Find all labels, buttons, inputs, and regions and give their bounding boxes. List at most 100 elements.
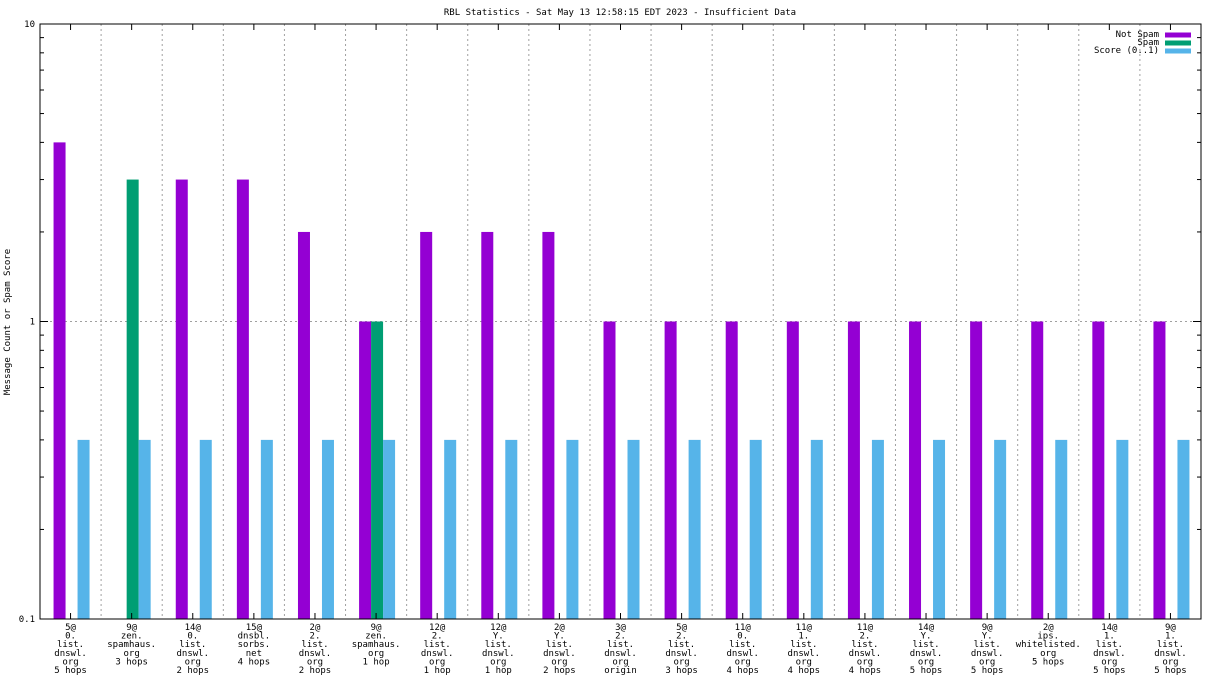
x-tick-label: 2@ Y. list. dnswl. org 2 hops (543, 623, 576, 676)
legend-label: Not Spam (1116, 30, 1159, 40)
x-tick-label-line: 11@ (735, 623, 752, 633)
bars-layer (53, 142, 1190, 619)
bar-score-0-1 (994, 439, 1007, 619)
x-tick-label-line: org (1101, 657, 1117, 667)
x-tick-label-line: 1. (798, 632, 809, 642)
y-tick-label: 0.1 (19, 615, 35, 625)
bar-score-0-1 (933, 439, 946, 619)
x-tick-label-line: Y. (982, 632, 993, 642)
x-tick-label-line: 9@ (126, 623, 137, 633)
bar-score-0-1 (871, 439, 884, 619)
bar-not-spam (664, 321, 677, 619)
x-tick-label-line: dnswl. (299, 649, 332, 659)
x-tick-label-line: org (735, 657, 751, 667)
bar-score-0-1 (383, 439, 396, 619)
x-tick-label-line: 4 hops (788, 666, 821, 676)
x-tick-label-line: 2. (310, 632, 321, 642)
x-tick-label-line: 4 hops (238, 657, 271, 667)
x-tick-label-line: 11@ (857, 623, 874, 633)
x-tick-label-line: org (429, 657, 445, 667)
x-tick-label-line: org (612, 657, 628, 667)
y-axis-label: Message Count or Spam Score (3, 249, 13, 395)
x-tick-label-line: 5@ (65, 623, 76, 633)
bar-score-0-1 (749, 439, 762, 619)
x-tick-label-line: dnswl. (482, 649, 515, 659)
x-tick-label-line: dnswl. (54, 649, 87, 659)
x-tick-label: 3@ 2. list. dnswl. org origin (604, 623, 637, 676)
bar-score-0-1 (810, 439, 823, 619)
x-tick-label-line: 2@ (1043, 623, 1054, 633)
x-tick-label-line: org (857, 657, 873, 667)
x-tick-label-line: 4 hops (726, 666, 759, 676)
bar-not-spam (786, 321, 799, 619)
legend-swatch (1165, 48, 1191, 54)
x-tick-label-line: dnswl. (726, 649, 759, 659)
x-tick-label: 14@ 1. list. dnswl. org 5 hops (1093, 623, 1126, 676)
bar-not-spam (847, 321, 860, 619)
bar-score-0-1 (505, 439, 518, 619)
legend-label: Spam (1137, 38, 1159, 48)
x-tick-label: 5@ 2. list. dnswl. org 3 hops (665, 623, 698, 676)
bar-score-0-1 (1055, 439, 1068, 619)
bar-not-spam (1092, 321, 1105, 619)
x-tick-label-line: 3@ (615, 623, 626, 633)
x-tick-label-line: 9@ (371, 623, 382, 633)
x-tick-label-line: 14@ (1101, 623, 1118, 633)
bar-not-spam (420, 231, 433, 619)
y-tick-label: 10 (24, 20, 35, 30)
x-tick-label-line: sorbs. (238, 640, 271, 650)
x-tick-label-line: 0. (65, 632, 76, 642)
x-tick-label-line: dnsbl. (238, 632, 271, 642)
x-tick-label-line: 12@ (429, 623, 446, 633)
x-tick-label-line: 1 hop (485, 666, 512, 676)
x-tick-label-line: dnswl. (849, 649, 882, 659)
x-tick-label-line: list. (546, 640, 573, 650)
x-tick-label-line: list. (790, 640, 817, 650)
bar-not-spam (236, 179, 249, 619)
x-tick-label-line: dnswl. (543, 649, 576, 659)
x-tick-label-line: spamhaus. (107, 640, 156, 650)
bar-not-spam (909, 321, 922, 619)
x-tick-label-line: list. (668, 640, 695, 650)
x-tick-label-line: 3 hops (115, 657, 148, 667)
x-tick-label-line: 1 hop (363, 657, 390, 667)
x-tick-label-line: org (307, 657, 323, 667)
x-tick-label-line: origin (604, 666, 637, 676)
x-tick-label-line: 4 hops (849, 666, 882, 676)
x-tick-label-line: 2. (615, 632, 626, 642)
bar-spam (126, 179, 139, 619)
x-tick-label-line: list. (607, 640, 634, 650)
bar-not-spam (970, 321, 983, 619)
bar-spam (371, 321, 384, 619)
x-tick-label-line: dnswl. (788, 649, 821, 659)
bar-score-0-1 (199, 439, 212, 619)
bar-not-spam (1031, 321, 1044, 619)
x-tick-label-line: 11@ (796, 623, 813, 633)
x-tick-label-line: org (1040, 649, 1056, 659)
x-tick-label-line: whitelisted. (1016, 640, 1081, 650)
chart-title: RBL Statistics - Sat May 13 12:58:15 EDT… (444, 8, 796, 18)
x-tick-label-line: dnswl. (421, 649, 454, 659)
x-tick-label-line: spamhaus. (352, 640, 401, 650)
bar-not-spam (542, 231, 555, 619)
x-tick-label-line: org (185, 657, 201, 667)
x-tick-label-line: 5 hops (1093, 666, 1126, 676)
x-tick-label-line: 12@ (490, 623, 507, 633)
bar-not-spam (297, 231, 310, 619)
bar-not-spam (53, 142, 66, 619)
bar-score-0-1 (260, 439, 273, 619)
x-tick-label-line: list. (912, 640, 939, 650)
x-tick-label-line: list. (851, 640, 878, 650)
x-tick-label-line: list. (485, 640, 512, 650)
x-tick-label: 2@ 2. list. dnswl. org 2 hops (299, 623, 332, 676)
x-tick-label-line: org (551, 657, 567, 667)
x-tick-label: 12@ Y. list. dnswl. org 1 hop (482, 623, 515, 676)
x-tick-label-line: list. (424, 640, 451, 650)
x-tick-label-line: 15@ (246, 623, 263, 633)
x-tick-label-line: org (490, 657, 506, 667)
legend-swatch (1165, 40, 1191, 46)
legend-swatch (1165, 32, 1191, 38)
x-tick-label-line: 2@ (554, 623, 565, 633)
bar-not-spam (725, 321, 738, 619)
